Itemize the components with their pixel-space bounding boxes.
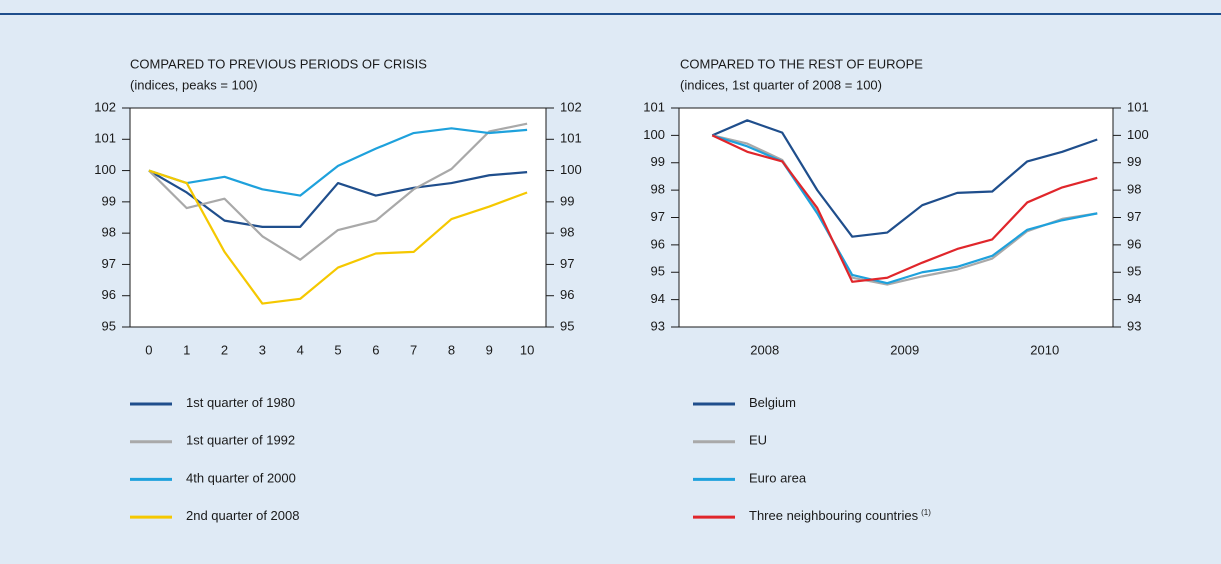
x-tick-label: 3 (259, 342, 266, 357)
series-line (148, 122, 528, 261)
y2-tick-label: 100 (560, 162, 582, 177)
y-tick-label: 99 (102, 193, 116, 208)
y2-tick-label: 97 (1127, 209, 1141, 224)
legend-label: Belgium (749, 395, 796, 410)
y-tick-label: 95 (102, 318, 116, 333)
x-tick-label: 6 (372, 342, 379, 357)
y-tick-label: 101 (94, 131, 116, 146)
y2-tick-label: 96 (560, 287, 574, 302)
y-tick-label: 98 (102, 225, 116, 240)
y2-tick-label: 95 (1127, 264, 1141, 279)
y-tick-label: 95 (651, 264, 665, 279)
x-tick-label: 2008 (750, 342, 779, 357)
legend-name: Euro area (749, 471, 807, 486)
y2-tick-label: 102 (560, 99, 582, 114)
y2-tick-label: 101 (560, 131, 582, 146)
y2-tick-label: 95 (560, 318, 574, 333)
legend-label: 1st quarter of 1980 (186, 395, 295, 410)
y2-tick-label: 98 (1127, 182, 1141, 197)
x-tick-label: 7 (410, 342, 417, 357)
y-tick-label: 94 (651, 291, 665, 306)
y-tick-label: 97 (102, 256, 116, 271)
y2-tick-label: 99 (560, 193, 574, 208)
series-line (148, 169, 528, 228)
legend-label: 4th quarter of 2000 (186, 471, 296, 486)
series-line (148, 169, 528, 305)
series-line (148, 127, 528, 197)
legend-name: 1st quarter of 1980 (186, 395, 295, 410)
x-tick-label: 0 (145, 342, 152, 357)
y-tick-label: 93 (651, 318, 665, 333)
x-tick-label: 4 (297, 342, 304, 357)
legend-label: EU (749, 433, 767, 448)
x-tick-label: 10 (520, 342, 534, 357)
y-tick-label: 97 (651, 209, 665, 224)
y-tick-label: 96 (651, 236, 665, 251)
legend-label: 2nd quarter of 2008 (186, 509, 299, 524)
y-tick-label: 100 (94, 162, 116, 177)
chart-title: COMPARED TO PREVIOUS PERIODS OF CRISIS (130, 56, 427, 71)
y2-tick-label: 98 (560, 225, 574, 240)
plot-area (678, 107, 1114, 328)
y-tick-label: 100 (643, 127, 665, 142)
legend-label: Three neighbouring countries (1) (749, 508, 931, 523)
chart-title: COMPARED TO THE REST OF EUROPE (680, 56, 923, 71)
x-tick-label: 2009 (890, 342, 919, 357)
legend-label: Euro area (749, 471, 807, 486)
legend-label: 1st quarter of 1992 (186, 433, 295, 448)
x-tick-label: 9 (486, 342, 493, 357)
y2-tick-label: 94 (1127, 291, 1141, 306)
legend-name: Belgium (749, 395, 796, 410)
x-tick-label: 1 (183, 342, 190, 357)
y-tick-label: 98 (651, 182, 665, 197)
x-tick-label: 8 (448, 342, 455, 357)
legend-note: (1) (921, 508, 931, 517)
y-tick-label: 96 (102, 287, 116, 302)
plot-area (129, 107, 547, 328)
legend-name: 2nd quarter of 2008 (186, 509, 299, 524)
x-tick-label: 5 (334, 342, 341, 357)
legend-name: EU (749, 433, 767, 448)
series-line (711, 134, 1098, 283)
legend-name: 1st quarter of 1992 (186, 433, 295, 448)
y-tick-label: 102 (94, 99, 116, 114)
chart-subtitle: (indices, 1st quarter of 2008 = 100) (680, 77, 882, 92)
series-line (711, 119, 1098, 238)
y2-tick-label: 96 (1127, 236, 1141, 251)
top-rule (0, 13, 1221, 15)
x-tick-label: 2010 (1030, 342, 1059, 357)
y2-tick-label: 99 (1127, 154, 1141, 169)
y2-tick-label: 100 (1127, 127, 1149, 142)
y-tick-label: 101 (643, 99, 665, 114)
y2-tick-label: 97 (560, 256, 574, 271)
y2-tick-label: 93 (1127, 318, 1141, 333)
chart-subtitle: (indices, peaks = 100) (130, 77, 258, 92)
legend-name: 4th quarter of 2000 (186, 471, 296, 486)
x-tick-label: 2 (221, 342, 228, 357)
y-tick-label: 99 (651, 154, 665, 169)
y2-tick-label: 101 (1127, 99, 1149, 114)
legend-name: Three neighbouring countries (749, 509, 919, 524)
